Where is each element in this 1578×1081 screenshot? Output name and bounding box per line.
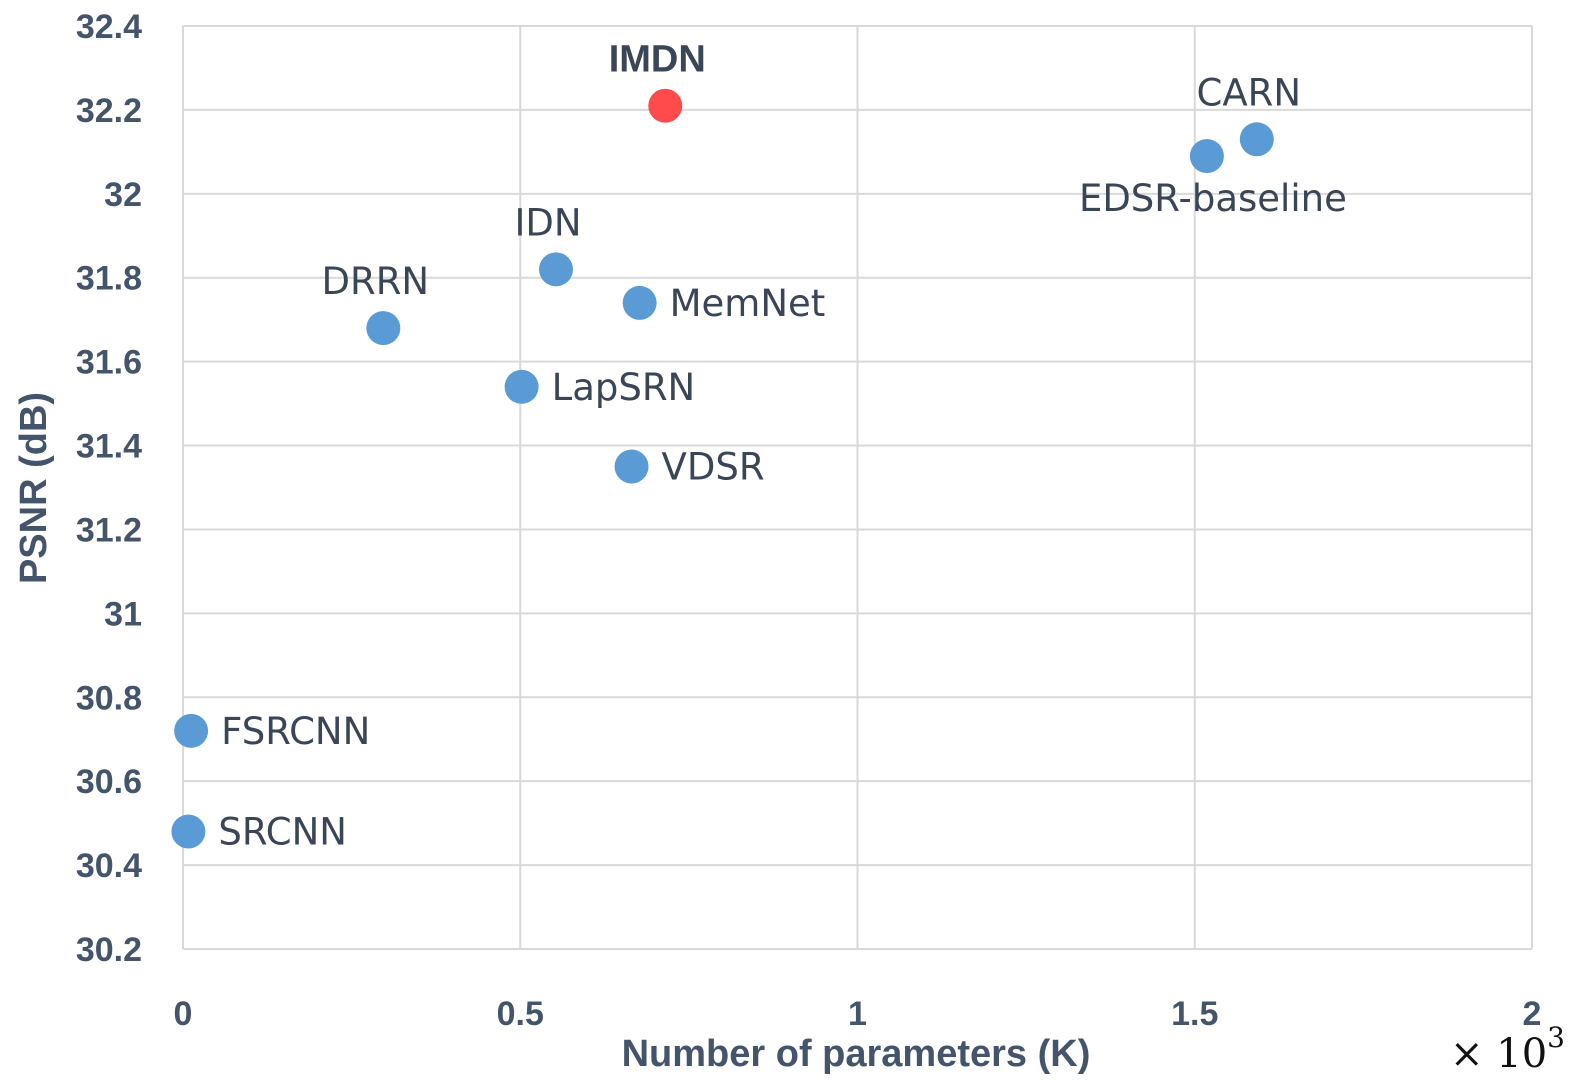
point-label-vdsr: VDSR [662,446,765,489]
x-tick-label: 1.5 [1171,995,1218,1033]
y-tick-label: 32.4 [76,8,142,46]
y-tick-label: 30.4 [76,847,142,885]
point-labels: SRCNN FSRCNN DRRN LapSRN IDN VDSR MemNet IMDN ED… [218,39,1346,854]
point-lapsrn [504,369,539,404]
point-edsr-baseline [1189,139,1224,174]
x-tick-label: 1 [848,995,867,1033]
x-tick-label: 0.5 [497,995,544,1033]
x-axis-ticks: 0 0.5 1 1.5 2 [174,995,1542,1033]
point-vdsr [614,449,649,484]
y-tick-label: 30.6 [76,763,142,801]
point-idn [538,252,573,287]
y-tick-label: 31.2 [76,511,142,549]
grid-layer [182,25,1533,950]
point-label-idn: IDN [514,201,581,244]
x-axis-title: Number of parameters (K) [622,1033,1091,1075]
point-label-imdn: IMDN [609,39,706,81]
x-multiplier-base: × 10 [1450,1031,1547,1077]
point-label-drrn: DRRN [322,260,430,303]
x-multiplier-exponent: 3 [1547,1021,1565,1054]
y-tick-label: 32 [104,176,142,214]
y-tick-label: 31.8 [76,260,142,298]
x-tick-label: 0 [174,995,193,1033]
y-tick-label: 32.2 [76,92,142,130]
point-label-edsr-baseline: EDSR-baseline [1079,177,1347,220]
data-points [171,88,1274,849]
x-tick-label: 2 [1523,995,1542,1033]
point-label-carn: CARN [1197,71,1302,114]
y-tick-label: 31.4 [76,428,142,466]
y-tick-label: 31.6 [76,344,142,382]
y-tick-label: 31 [104,595,142,633]
x-axis-multiplier: × 103 [1450,1021,1565,1077]
point-label-lapsrn: LapSRN [552,366,696,409]
point-carn [1239,122,1274,157]
point-label-fsrcnn: FSRCNN [221,710,370,753]
point-fsrcnn [174,713,209,748]
point-drrn [366,311,401,346]
y-axis-ticks: 30.2 30.4 30.6 30.8 31 31.2 31.4 31.6 31.8 32 32.2… [76,8,142,969]
point-label-srcnn: SRCNN [218,811,347,854]
y-tick-label: 30.8 [76,679,142,717]
y-axis-title: PSNR (dB) [13,392,55,584]
y-tick-label: 30.2 [76,931,142,969]
point-imdn [648,88,683,123]
point-memnet [622,285,657,320]
point-srcnn [171,814,206,849]
point-label-memnet: MemNet [670,282,826,325]
